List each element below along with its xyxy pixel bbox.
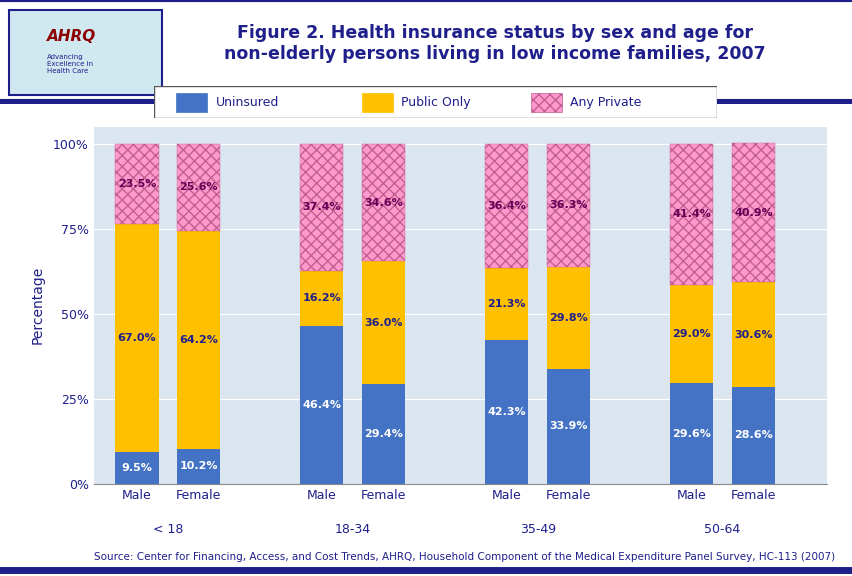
Text: 36.0%: 36.0% xyxy=(364,317,402,328)
Bar xyxy=(546,369,590,484)
Text: 50-64: 50-64 xyxy=(704,523,740,536)
Text: Advancing
Excellence in
Health Care: Advancing Excellence in Health Care xyxy=(47,54,93,74)
Bar xyxy=(670,285,712,383)
Bar xyxy=(300,326,343,484)
Text: Any Private: Any Private xyxy=(569,96,641,109)
Bar xyxy=(530,93,561,112)
Bar xyxy=(176,93,207,112)
Text: 29.0%: 29.0% xyxy=(671,329,711,339)
Text: 34.6%: 34.6% xyxy=(364,198,402,207)
Bar xyxy=(177,144,220,231)
Text: 41.4%: 41.4% xyxy=(671,209,711,219)
Y-axis label: Percentage: Percentage xyxy=(31,266,44,344)
Text: Source: Center for Financing, Access, and Cost Trends, AHRQ, Household Component: Source: Center for Financing, Access, an… xyxy=(94,552,834,562)
Bar xyxy=(485,267,527,340)
Text: 37.4%: 37.4% xyxy=(302,202,341,213)
Bar xyxy=(115,223,158,452)
Bar xyxy=(670,144,712,285)
Bar xyxy=(485,340,527,484)
Bar xyxy=(115,144,158,223)
Bar xyxy=(731,282,774,386)
Text: Uninsured: Uninsured xyxy=(216,96,279,109)
Text: 42.3%: 42.3% xyxy=(487,407,526,417)
Bar xyxy=(300,271,343,326)
Text: 67.0%: 67.0% xyxy=(118,332,156,343)
Bar xyxy=(485,144,527,267)
Bar xyxy=(177,231,220,449)
Bar xyxy=(115,452,158,484)
Text: 36.3%: 36.3% xyxy=(549,200,587,210)
Text: 30.6%: 30.6% xyxy=(734,329,772,339)
Text: 28.6%: 28.6% xyxy=(734,430,772,440)
Text: Figure 2. Health insurance status by sex and age for
non-elderly persons living : Figure 2. Health insurance status by sex… xyxy=(224,24,764,63)
Text: 46.4%: 46.4% xyxy=(302,400,341,410)
Text: Public Only: Public Only xyxy=(400,96,470,109)
Text: 9.5%: 9.5% xyxy=(121,463,153,473)
Bar xyxy=(670,383,712,484)
Text: 29.6%: 29.6% xyxy=(671,429,711,438)
Bar xyxy=(731,386,774,484)
FancyBboxPatch shape xyxy=(9,10,162,96)
Bar xyxy=(546,144,590,267)
Text: 40.9%: 40.9% xyxy=(734,208,772,218)
Text: 18-34: 18-34 xyxy=(334,523,371,536)
Text: 23.5%: 23.5% xyxy=(118,179,156,189)
Text: 21.3%: 21.3% xyxy=(487,299,526,309)
Text: 29.8%: 29.8% xyxy=(549,313,587,323)
FancyBboxPatch shape xyxy=(153,86,716,118)
Bar xyxy=(731,143,774,282)
Text: 64.2%: 64.2% xyxy=(179,335,218,345)
Bar xyxy=(361,384,405,484)
Text: 36.4%: 36.4% xyxy=(486,200,526,211)
Bar xyxy=(361,262,405,384)
Text: < 18: < 18 xyxy=(153,523,183,536)
Text: 10.2%: 10.2% xyxy=(179,461,217,472)
Text: 16.2%: 16.2% xyxy=(302,294,341,304)
Bar xyxy=(361,93,392,112)
Bar xyxy=(300,144,343,271)
Bar xyxy=(546,267,590,369)
Text: 29.4%: 29.4% xyxy=(364,429,402,439)
Bar xyxy=(361,144,405,262)
Bar xyxy=(177,449,220,484)
Text: 35-49: 35-49 xyxy=(519,523,556,536)
Text: 25.6%: 25.6% xyxy=(179,182,217,192)
Text: 33.9%: 33.9% xyxy=(549,421,587,431)
Text: AHRQ: AHRQ xyxy=(47,29,96,44)
